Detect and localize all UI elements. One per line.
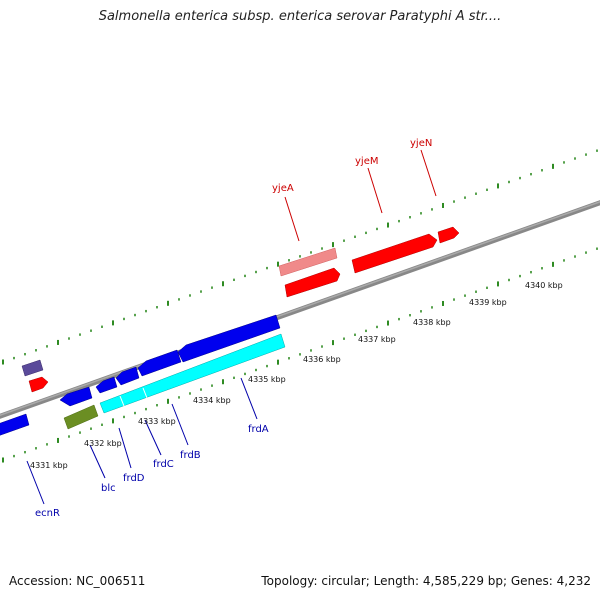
scale-label: 4340 kbp (525, 281, 563, 290)
leader-ecnR (26, 460, 45, 505)
scale-label: 4337 kbp (358, 335, 396, 344)
gene-arrow-frdD[interactable] (95, 376, 118, 394)
gene-label-frdB: frdB (180, 450, 201, 461)
forward-strand-genes (28, 226, 460, 393)
leader-frdC (144, 419, 162, 456)
gene-arrow-yjeN[interactable] (437, 226, 460, 244)
gene-label-yjeN: yjeN (410, 138, 432, 149)
label-leaders (26, 149, 437, 505)
gene-arrow-forward-2[interactable] (28, 376, 49, 393)
scale-label: 4338 kbp (413, 318, 451, 327)
gene-labels: yjeA yjeM yjeN ecnR blc frdD frdC frdB f… (35, 138, 432, 519)
leader-yjeA (284, 196, 300, 242)
scale-label: 4333 kbp (138, 417, 176, 426)
tick-marks (2, 149, 598, 463)
gene-arrow-reverse-purple[interactable] (21, 359, 44, 377)
genome-backbone (0, 200, 600, 419)
scale-label: 4331 kbp (30, 461, 68, 470)
gene-label-yjeM: yjeM (355, 156, 378, 167)
scale-label: 4332 kbp (84, 439, 122, 448)
genome-summary-text: Topology: circular; Length: 4,585,229 bp… (261, 574, 591, 588)
gene-arrow-yjeA[interactable] (278, 247, 338, 277)
map-title: Salmonella enterica subsp. enterica sero… (98, 9, 502, 24)
gene-arrow-reverse-olive[interactable] (63, 404, 99, 430)
leader-frdD (118, 427, 132, 469)
gene-label-frdA: frdA (248, 424, 269, 435)
leader-yjeM (367, 167, 383, 214)
genome-backbone-highlight (0, 200, 600, 417)
leader-blc (89, 444, 106, 479)
gene-arrow-ecnR[interactable] (0, 413, 30, 436)
gene-arrow-yjeM[interactable] (351, 233, 438, 274)
gene-arrow-frdC[interactable] (115, 366, 140, 386)
leader-frdA (240, 377, 258, 420)
gene-arrow-reverse-cyan[interactable] (99, 333, 286, 414)
gene-arrow-blc[interactable] (59, 386, 93, 407)
scale-label: 4335 kbp (248, 375, 286, 384)
gene-label-frdC: frdC (153, 459, 174, 470)
reverse-strand-genes (0, 314, 286, 436)
gene-arrow-frdA[interactable] (177, 314, 281, 363)
leader-yjeN (420, 149, 437, 197)
accession-text: Accession: NC_006511 (9, 574, 146, 588)
scale-label: 4336 kbp (303, 355, 341, 364)
scale-labels: 4331 kbp 4332 kbp 4333 kbp 4334 kbp 4335… (30, 281, 563, 470)
gene-label-blc: blc (101, 483, 116, 494)
scale-label: 4339 kbp (469, 298, 507, 307)
gene-arrow-forward-1[interactable] (284, 267, 341, 298)
leader-frdB (171, 403, 189, 446)
scale-label: 4334 kbp (193, 396, 231, 405)
gene-divider (119, 395, 125, 407)
gene-arrow-frdB[interactable] (137, 349, 182, 377)
gene-label-ecnR: ecnR (35, 508, 60, 519)
gene-divider (142, 387, 148, 399)
gene-label-frdD: frdD (123, 473, 145, 484)
gene-label-yjeA: yjeA (272, 183, 294, 194)
